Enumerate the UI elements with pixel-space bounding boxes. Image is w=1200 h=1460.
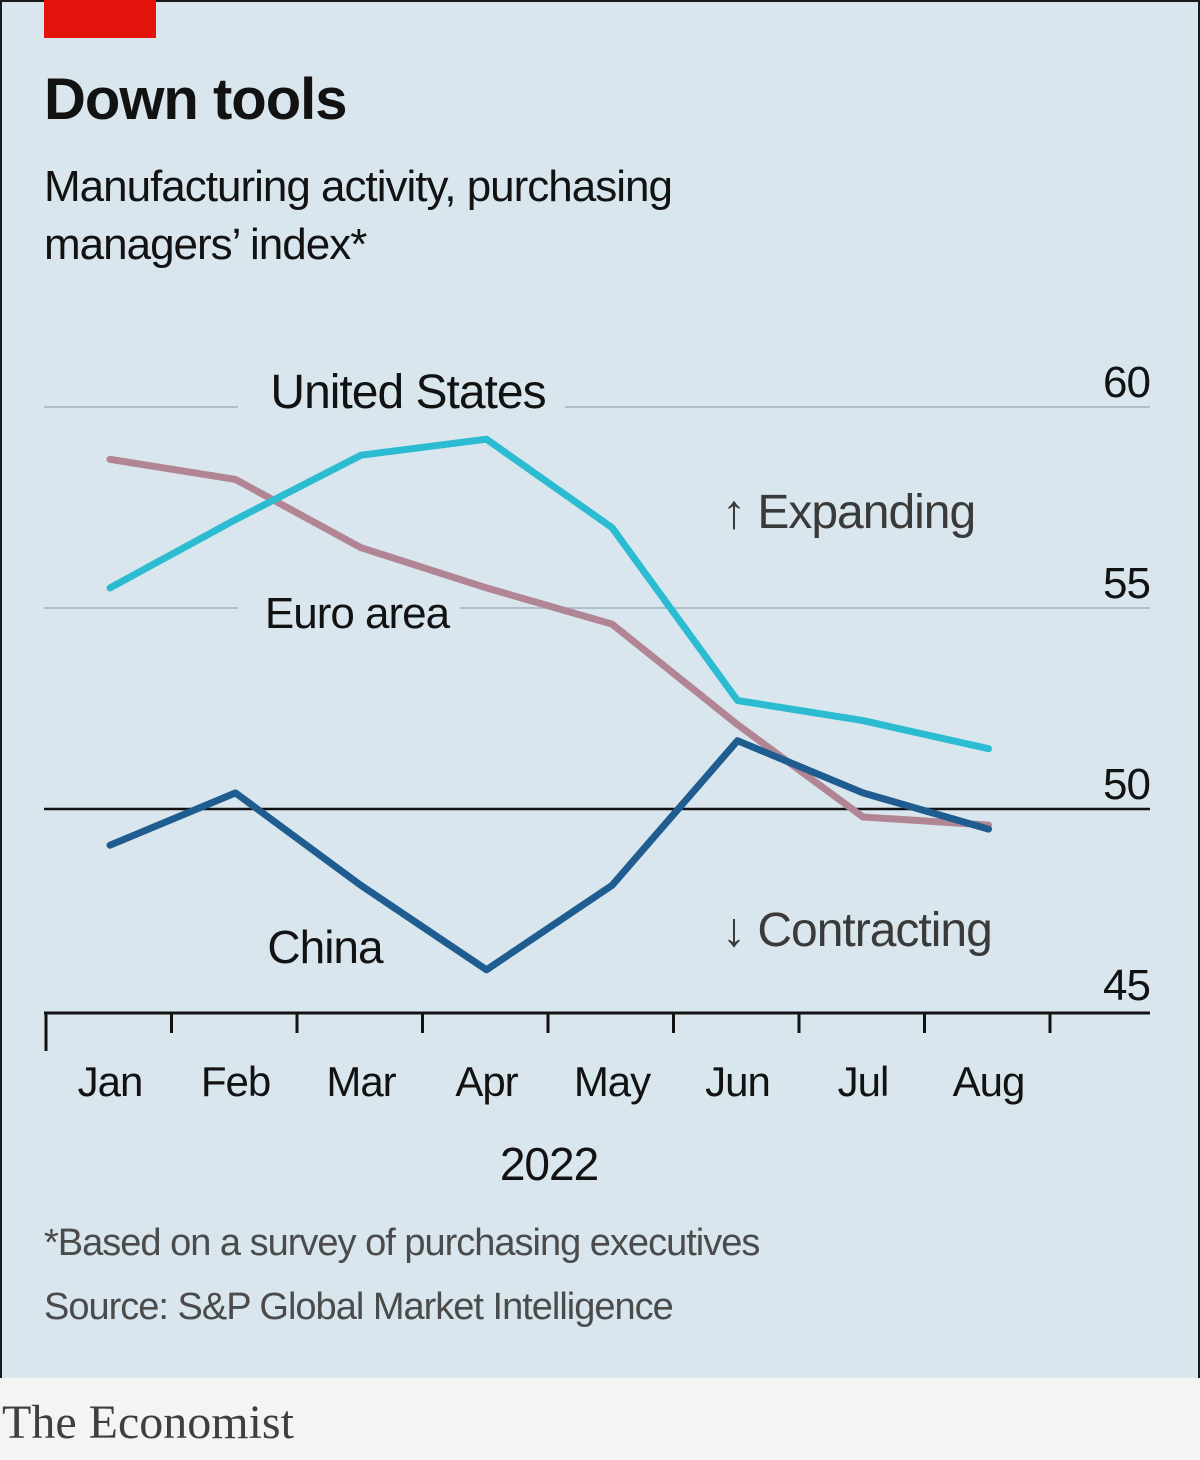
series-line-china	[106, 737, 992, 974]
series-label-euro-area: Euro area	[265, 589, 451, 638]
series-label-china: China	[267, 921, 384, 973]
annotation-contracting: ↓ Contracting	[722, 904, 992, 957]
chart-subtitle: Manufacturing activity, purchasing manag…	[44, 162, 673, 269]
x-tick-label-jun: Jun	[705, 1058, 770, 1105]
brand-wordmark: The Economist	[2, 1396, 294, 1449]
x-tick-label-may: May	[574, 1058, 651, 1105]
brand-band	[0, 1378, 1200, 1460]
chart-source: Source: S&P Global Market Intelligence	[44, 1286, 674, 1328]
x-tick-label-feb: Feb	[201, 1058, 270, 1105]
x-axis-year-label: 2022	[500, 1138, 598, 1190]
x-tick-label-jan: Jan	[78, 1058, 143, 1105]
y-tick-label-50: 50	[1103, 760, 1150, 809]
y-tick-label-45: 45	[1103, 961, 1150, 1010]
x-tick-label-apr: Apr	[455, 1058, 518, 1105]
chart-title: Down tools	[44, 67, 348, 132]
x-tick-label-mar: Mar	[326, 1058, 396, 1105]
chart-footnote: *Based on a survey of purchasing executi…	[44, 1222, 760, 1264]
series-label-united-states: United States	[270, 366, 545, 419]
line-chart: 45 50 55 60 Jan Feb Mar Apr May Jun Jul Aug 2022 Unit…	[44, 358, 1151, 1190]
x-tick-label-jul: Jul	[838, 1058, 889, 1105]
x-tick-label-aug: Aug	[953, 1058, 1025, 1105]
y-tick-label-55: 55	[1103, 559, 1150, 608]
series-line-united-states	[106, 435, 992, 753]
series-line-euro-area	[106, 455, 992, 829]
brand-red-tag	[44, 0, 156, 38]
annotation-expanding: ↑ Expanding	[722, 486, 975, 539]
y-tick-label-60: 60	[1103, 358, 1150, 407]
